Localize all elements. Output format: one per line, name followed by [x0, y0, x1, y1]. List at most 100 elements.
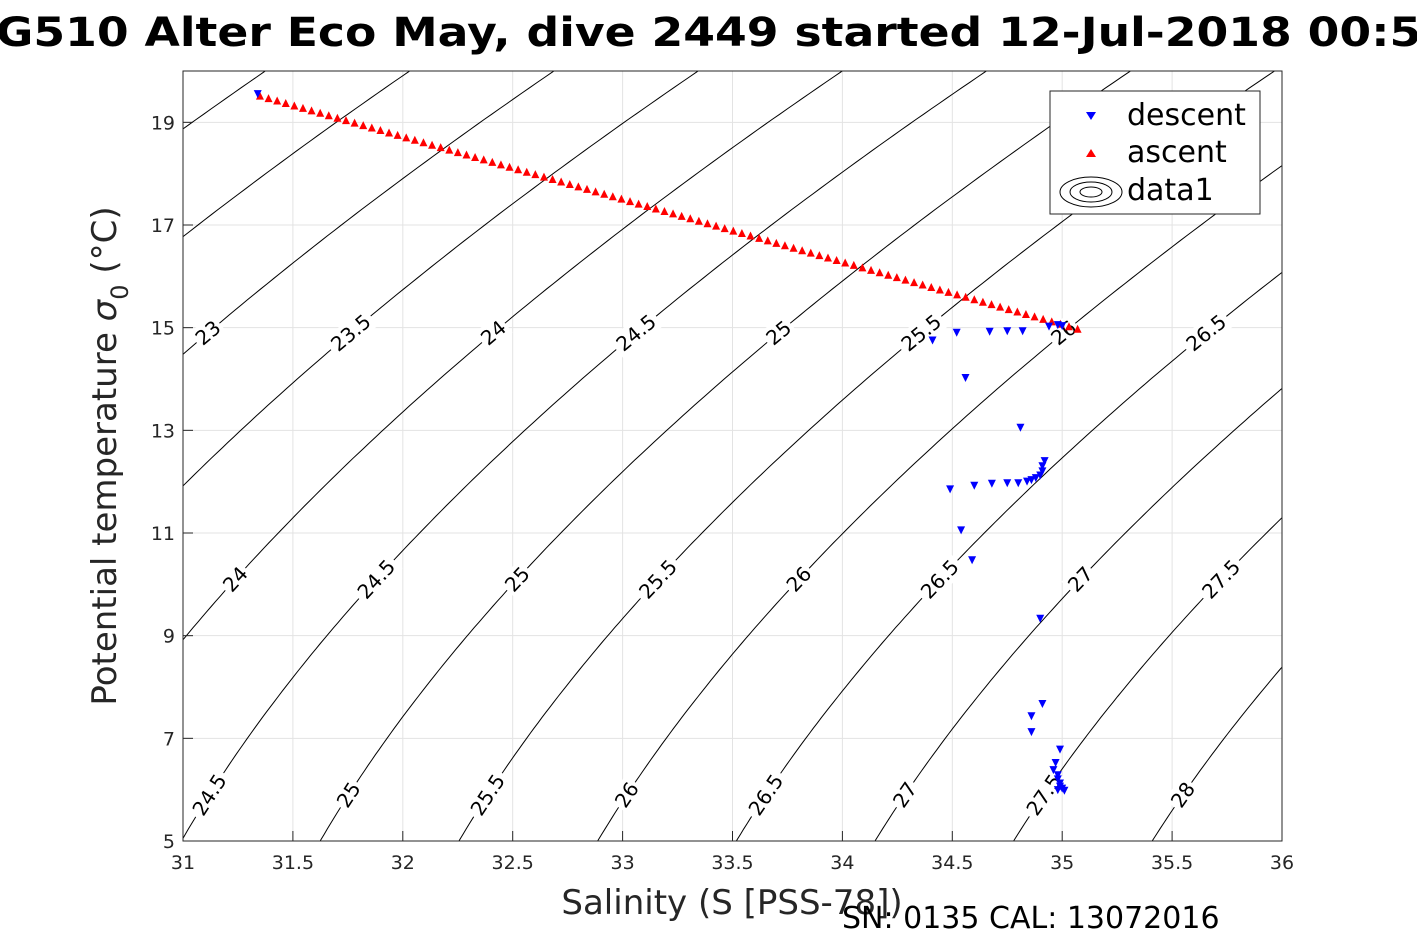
ascent-point [789, 243, 798, 252]
descent-point [1051, 758, 1060, 767]
ascent-point [772, 238, 781, 247]
ascent-point [436, 143, 445, 152]
ascent-point [910, 278, 919, 287]
ascent-point [927, 282, 936, 291]
ascent-point [316, 108, 325, 117]
descent-point [1027, 476, 1036, 485]
ascent-point [514, 165, 523, 174]
legend-data1-label: data1 [1127, 173, 1214, 208]
ascent-point [324, 111, 333, 120]
density-contours [183, 71, 1282, 841]
ascent-point [763, 236, 772, 245]
density-contour-line [735, 271, 1282, 841]
ascent-point [634, 199, 643, 208]
ascent-point [832, 256, 841, 265]
ascent-point [660, 206, 669, 215]
ascent-point [471, 152, 480, 161]
y-tick-label: 13 [151, 420, 175, 442]
legend-descent-label: descent [1127, 98, 1246, 133]
descent-point [1027, 728, 1036, 737]
ascent-point [410, 135, 419, 144]
descent-point [1040, 457, 1049, 466]
ascent-point [600, 189, 609, 198]
ascent-point [935, 285, 944, 294]
ascent-point [841, 258, 850, 267]
ascent-point [643, 202, 652, 211]
ascent-point [341, 116, 350, 125]
descent-point [987, 479, 996, 488]
ascent-point [961, 292, 970, 301]
x-tick-label: 32 [391, 852, 415, 874]
ascent-point [720, 224, 729, 233]
ascent-point [608, 192, 617, 201]
descent-point [1053, 771, 1062, 780]
x-tick-label: 34 [830, 852, 854, 874]
descent-series [253, 90, 1069, 795]
descent-point [1053, 775, 1062, 784]
ascent-point [987, 300, 996, 309]
ascent-point [445, 145, 454, 154]
x-tick-label: 31 [171, 852, 195, 874]
ascent-point [496, 160, 505, 169]
ascent-point [694, 216, 703, 225]
density-contour-line [1013, 516, 1282, 841]
descent-point [957, 526, 966, 535]
density-contour-line [319, 71, 1132, 841]
x-tick-label: 31.5 [272, 852, 314, 874]
ascent-point [333, 113, 342, 122]
density-contour-labels: 23 23.5242424.524.524.525252525.525.525.5… [185, 306, 1248, 824]
ascent-point [1073, 324, 1082, 333]
ascent-point [970, 295, 979, 304]
ascent-point [1030, 312, 1039, 321]
descent-point [1038, 467, 1047, 476]
ascent-point [806, 248, 815, 257]
ascent-point [367, 123, 376, 132]
x-tick-label: 33.5 [711, 852, 753, 874]
ascent-point [626, 197, 635, 206]
ascent-point [686, 214, 695, 223]
legend-ascent-marker [1086, 149, 1096, 157]
ascent-point [669, 209, 678, 218]
y-tick-label: 17 [151, 215, 175, 237]
axis-ticks: 31 31.5 32 32.5 33 33.5 34 34.5 35 35.5 36 5 7 9 11 13 1… [151, 112, 1294, 874]
descent-point [1038, 699, 1047, 708]
descent-point [946, 485, 955, 494]
ascent-point [996, 302, 1005, 311]
ascent-point [651, 204, 660, 213]
x-tick-label: 35 [1050, 852, 1074, 874]
ascent-point [385, 128, 394, 137]
y-tick-label: 9 [163, 626, 175, 648]
ascent-point [780, 241, 789, 250]
ascent-point [901, 275, 910, 284]
legend-descent-marker [1086, 112, 1096, 120]
descent-point [1036, 614, 1045, 623]
ascent-point [1021, 309, 1030, 318]
descent-point [1053, 786, 1062, 795]
descent-point [1018, 327, 1027, 336]
ascent-point [798, 246, 807, 255]
ascent-point [591, 187, 600, 196]
ascent-point [892, 273, 901, 282]
ascent-point [402, 133, 411, 142]
ascent-point [273, 96, 282, 105]
y-tick-label: 11 [151, 523, 175, 545]
ascent-point [505, 162, 514, 171]
y-tick-label: 7 [163, 728, 175, 750]
descent-point [952, 328, 961, 337]
descent-point [1056, 745, 1065, 754]
ascent-point [281, 98, 290, 107]
descent-point [1060, 786, 1069, 795]
ascent-point [531, 170, 540, 179]
ascent-point [867, 265, 876, 274]
descent-point [1016, 423, 1025, 432]
descent-point [1058, 322, 1067, 331]
ascent-point [393, 130, 402, 139]
descent-point [970, 481, 979, 490]
x-tick-label: 35.5 [1151, 852, 1193, 874]
ascent-point [746, 231, 755, 240]
footer-serial-cal: SN: 0135 CAL: 13072016 [842, 901, 1220, 936]
ascent-point [1013, 307, 1022, 316]
ascent-point [737, 229, 746, 238]
descent-point [985, 327, 994, 336]
y-tick-label: 5 [163, 831, 175, 853]
